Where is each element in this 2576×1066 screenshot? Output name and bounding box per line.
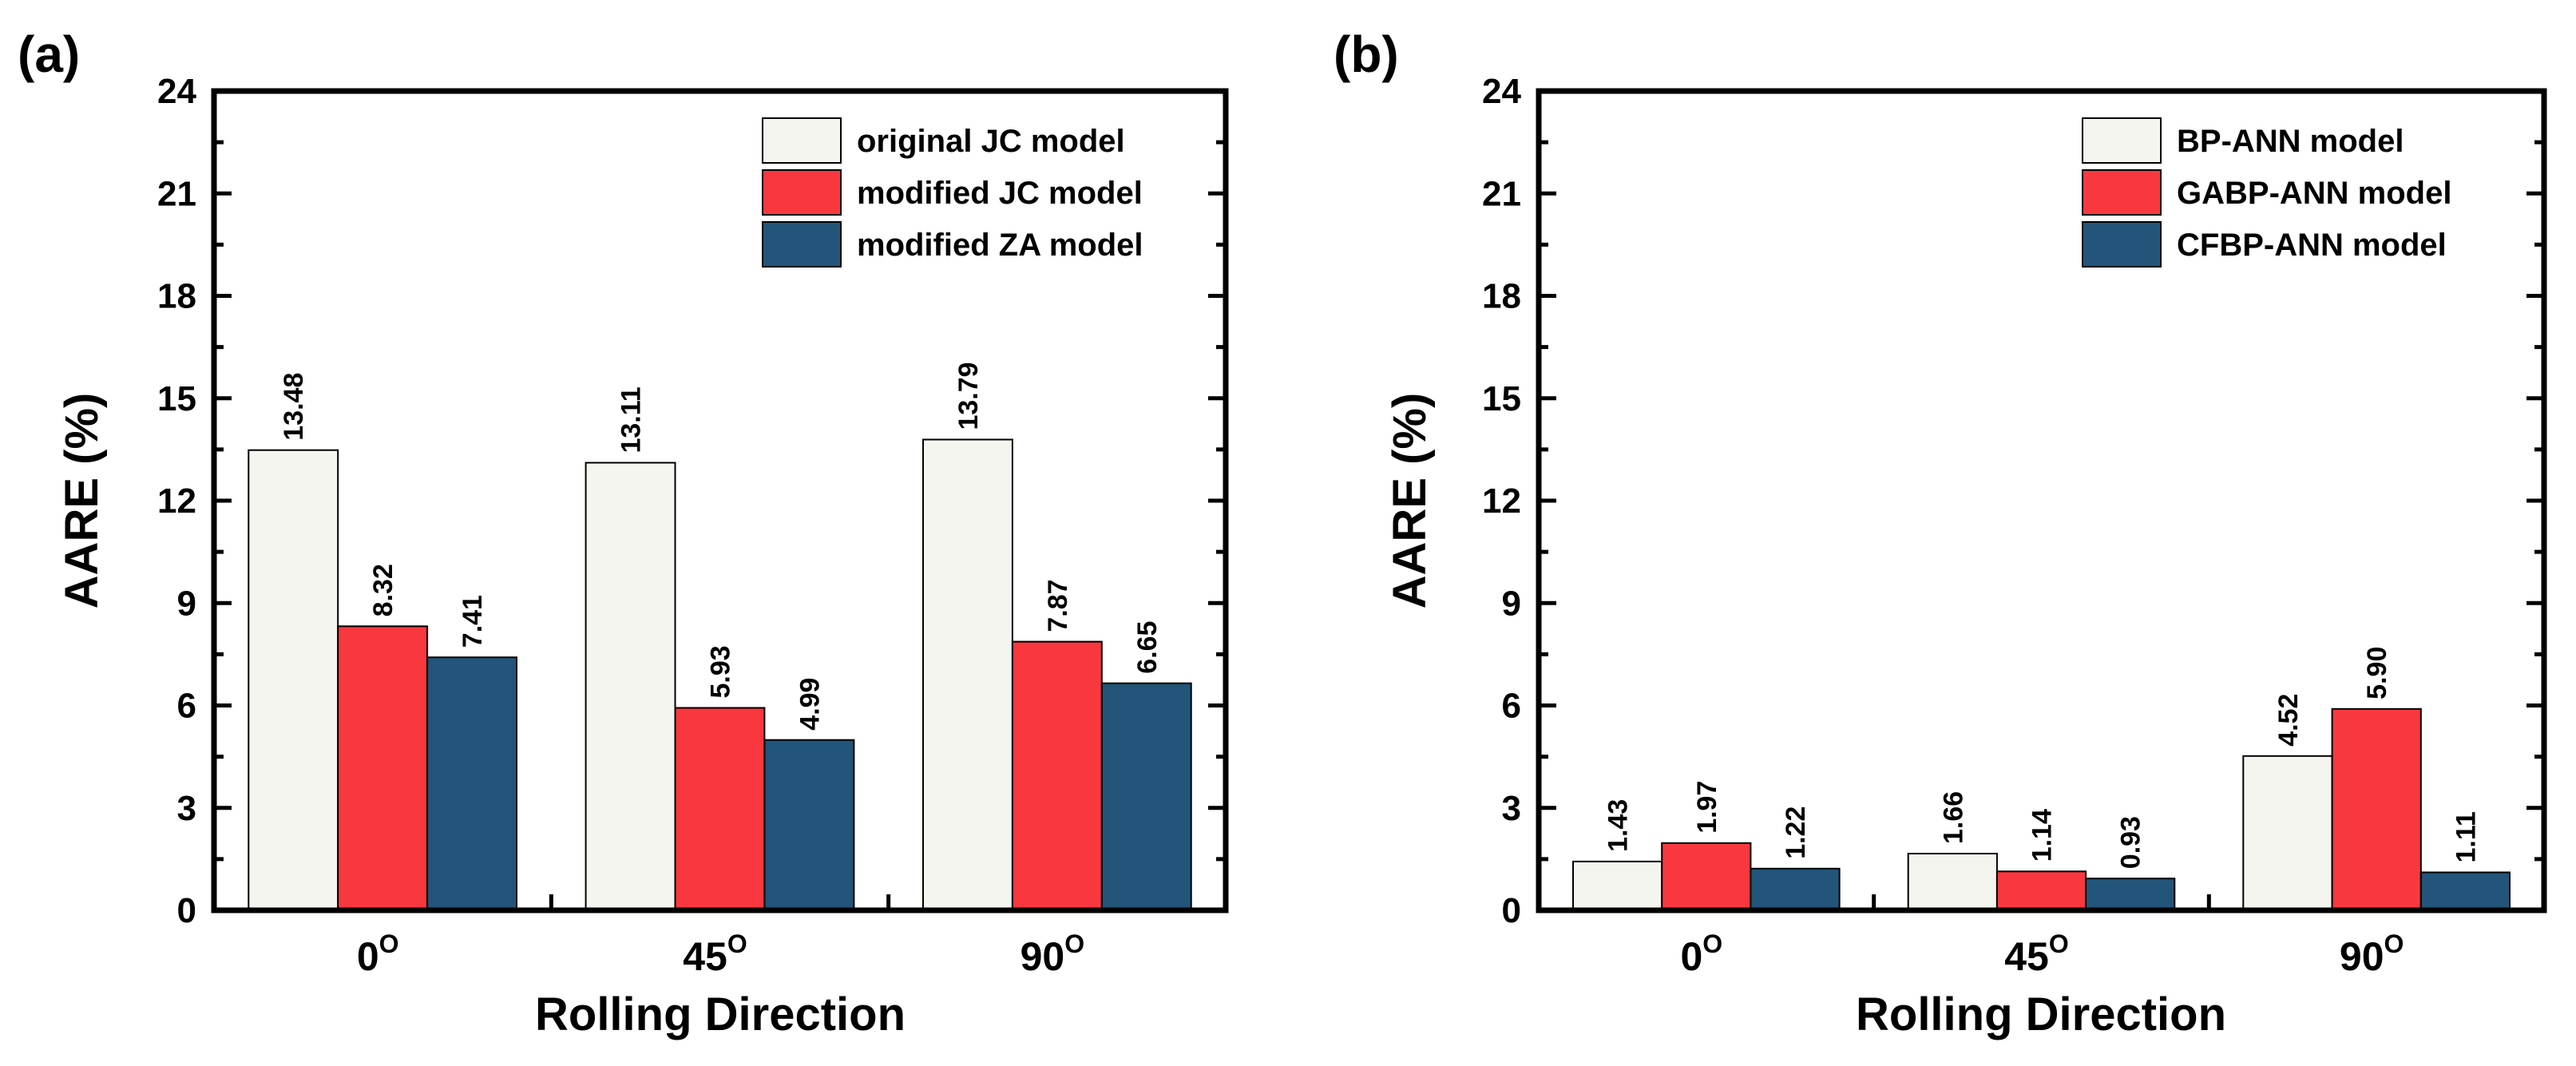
x-category-label: 0O: [357, 929, 399, 979]
data-label: 1.22: [1781, 806, 1811, 859]
x-category-value: 45: [2004, 934, 2049, 979]
data-label: 7.41: [458, 595, 488, 648]
x-category-superscript: O: [1064, 929, 1084, 958]
bar-modified-za-model-45: [763, 739, 855, 912]
legend-label: modified ZA model: [857, 228, 1143, 263]
x-category-label: 45O: [2004, 929, 2069, 979]
x-axis-title: Rolling Direction: [1856, 989, 2226, 1040]
data-label: 5.93: [706, 645, 736, 698]
legend-swatch: [762, 117, 842, 164]
legend-label: modified JC model: [857, 176, 1143, 211]
x-category-superscript: O: [2049, 929, 2069, 958]
bar-bp-ann-model-90: [2242, 755, 2333, 911]
bar-original-jc-model-45: [585, 462, 676, 911]
y-tick-label: 3: [177, 789, 196, 828]
data-label: 0.93: [2116, 816, 2146, 869]
legend-swatch: [2082, 169, 2162, 216]
y-tick-label: 21: [157, 174, 196, 213]
x-category-value: 90: [2340, 934, 2384, 979]
bar-gabp-ann-model-45: [1995, 870, 2087, 912]
bar-bp-ann-model-0: [1572, 860, 1663, 912]
legend-swatch: [762, 221, 842, 267]
x-category-value: 45: [683, 934, 727, 979]
y-axis-title: AARE (%): [1384, 393, 1436, 609]
panel-label: (a): [18, 26, 80, 83]
data-label: 1.66: [1938, 791, 1968, 844]
bar-bp-ann-model-45: [1907, 853, 1998, 911]
x-category-superscript: O: [727, 929, 747, 958]
y-tick-label: 6: [177, 687, 196, 726]
legend-label: BP-ANN model: [2177, 124, 2404, 159]
data-label: 13.48: [279, 373, 309, 441]
bar-cfbp-ann-model-45: [2085, 878, 2176, 911]
bar-modified-jc-model-0: [337, 625, 429, 911]
x-category-label: 0O: [1680, 929, 1722, 979]
x-category-superscript: O: [1702, 929, 1722, 958]
y-tick-label: 24: [157, 72, 196, 111]
x-category-label: 90O: [2340, 929, 2404, 979]
legend-swatch: [2082, 117, 2162, 164]
bar-gabp-ann-model-90: [2331, 707, 2422, 911]
data-label: 1.97: [1692, 781, 1722, 834]
data-label: 5.90: [2362, 647, 2392, 699]
y-axis-title: AARE (%): [56, 393, 108, 609]
data-label: 1.11: [2451, 811, 2481, 862]
bar-modified-jc-model-45: [674, 707, 766, 911]
y-tick-label: 18: [157, 277, 196, 316]
bar-original-jc-model-90: [922, 438, 1013, 911]
legend: BP-ANN model GABP-ANN model CFBP-ANN model: [2082, 117, 2451, 267]
plot-frame: [211, 88, 1229, 913]
y-tick-label: 24: [1482, 72, 1521, 111]
legend-label: original JC model: [857, 124, 1125, 159]
bar-cfbp-ann-model-0: [1750, 867, 1841, 912]
y-tick-label: 9: [177, 584, 196, 623]
legend-label: GABP-ANN model: [2177, 176, 2451, 211]
data-label: 13.79: [953, 362, 984, 430]
y-tick-label: 18: [1482, 277, 1521, 316]
y-tick-label: 21: [1482, 174, 1521, 213]
panel-label: (b): [1334, 26, 1399, 83]
x-category-label: 90O: [1020, 929, 1085, 979]
x-category-label: 45O: [683, 929, 747, 979]
bar-modified-jc-model-90: [1011, 640, 1103, 911]
data-label: 8.32: [368, 564, 398, 616]
chart-panel-1: (a) 13.48 13.11 13.79 8.32 5.93 7.87 7.41 4.99 6.…: [18, 26, 1229, 1040]
y-tick-label: 9: [1502, 584, 1521, 623]
x-axis-title: Rolling Direction: [535, 989, 906, 1040]
y-tick-label: 15: [1482, 379, 1521, 418]
bar-cfbp-ann-model-90: [2419, 871, 2511, 911]
plot-frame: [1536, 88, 2547, 913]
x-category-value: 90: [1020, 934, 1065, 979]
y-tick-label: 6: [1502, 687, 1521, 726]
y-tick-label: 12: [157, 481, 196, 521]
bar-original-jc-model-0: [248, 449, 339, 911]
y-tick-label: 3: [1502, 789, 1521, 828]
y-tick-label: 12: [1482, 481, 1521, 521]
data-label: 7.87: [1043, 579, 1073, 632]
legend-swatch: [2082, 221, 2162, 267]
data-label: 6.65: [1132, 621, 1163, 674]
data-label: 1.14: [2027, 809, 2058, 862]
bar-modified-za-model-0: [426, 656, 517, 911]
y-tick-label: 0: [177, 891, 196, 930]
x-category-superscript: O: [379, 929, 399, 958]
x-category-value: 0: [1680, 934, 1702, 979]
data-label: 4.99: [795, 678, 825, 731]
legend-swatch: [762, 169, 842, 216]
data-label: 1.43: [1603, 799, 1634, 852]
y-tick-label: 15: [157, 379, 196, 418]
legend: original JC model modified JC model modifi…: [762, 117, 1143, 267]
data-label: 4.52: [2273, 694, 2304, 747]
data-label: 13.11: [616, 386, 647, 453]
legend-label: CFBP-ANN model: [2177, 228, 2447, 263]
y-tick-label: 0: [1502, 891, 1521, 930]
chart-panel-2: (b) 1.43 1.66 4.52 1.97 1.14 5.90 1.22 0.93 1.11 0…: [1334, 26, 2547, 1040]
x-category-superscript: O: [2384, 929, 2404, 958]
bar-gabp-ann-model-0: [1661, 842, 1752, 912]
bar-modified-za-model-90: [1100, 682, 1192, 911]
x-category-value: 0: [357, 934, 379, 979]
